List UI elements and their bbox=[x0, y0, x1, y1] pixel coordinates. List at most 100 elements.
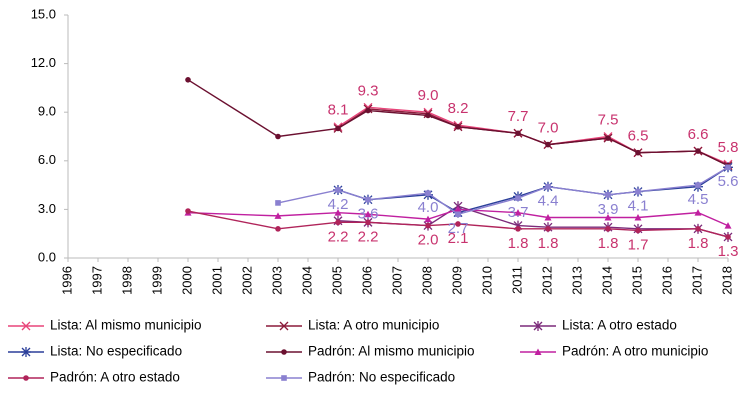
marker bbox=[454, 205, 462, 213]
y-tick-label: 3.0 bbox=[38, 201, 56, 216]
x-tick-label: 2011 bbox=[509, 266, 524, 294]
data-label: 2.1 bbox=[448, 230, 469, 247]
marker bbox=[364, 210, 372, 218]
x-tick-label: 2004 bbox=[299, 266, 314, 295]
legend-label: Lista: A otro municipio bbox=[308, 318, 439, 333]
marker-dot bbox=[335, 219, 341, 226]
marker bbox=[605, 135, 611, 141]
marker-stroke bbox=[21, 321, 31, 331]
marker-dot bbox=[695, 226, 701, 232]
marker bbox=[515, 195, 521, 201]
marker bbox=[533, 321, 543, 331]
marker bbox=[695, 226, 701, 232]
x-tick-label: 2007 bbox=[389, 266, 404, 295]
data-label: 3.6 bbox=[358, 206, 379, 223]
marker-dot bbox=[605, 226, 611, 232]
marker bbox=[725, 164, 731, 171]
marker-triangle bbox=[724, 222, 732, 229]
data-label: 1.8 bbox=[598, 235, 619, 252]
data-label: 7.5 bbox=[598, 111, 619, 128]
marker-dot bbox=[425, 222, 431, 229]
marker-square bbox=[281, 375, 287, 381]
legend-item: Padrón: A otro municipio bbox=[520, 344, 708, 359]
data-label: 4.0 bbox=[418, 199, 439, 216]
legend-item: Padrón: No especificado bbox=[266, 370, 455, 385]
marker bbox=[365, 219, 371, 226]
marker bbox=[635, 149, 641, 156]
marker-square bbox=[605, 192, 611, 198]
x-tick-label: 1997 bbox=[89, 266, 104, 295]
y-tick-label: 6.0 bbox=[38, 152, 56, 167]
x-tick-label: 2006 bbox=[359, 266, 374, 295]
marker-dot bbox=[455, 221, 461, 227]
legend-label: Padrón: A otro estado bbox=[50, 370, 180, 385]
x-tick-label: 2014 bbox=[599, 266, 614, 295]
marker bbox=[605, 192, 611, 198]
marker-dot bbox=[275, 133, 281, 140]
marker-dot bbox=[335, 125, 341, 132]
marker bbox=[335, 125, 341, 132]
marker bbox=[455, 123, 461, 130]
marker bbox=[21, 347, 31, 357]
data-label: 7.0 bbox=[538, 120, 559, 137]
marker bbox=[455, 221, 461, 227]
marker bbox=[605, 226, 611, 232]
marker-triangle bbox=[514, 209, 522, 216]
marker bbox=[635, 227, 641, 234]
data-label: 5.8 bbox=[718, 139, 739, 156]
marker-dot bbox=[185, 208, 191, 214]
marker-dot bbox=[185, 77, 191, 83]
data-label: 3.7 bbox=[508, 204, 529, 221]
x-tick-label: 1996 bbox=[59, 266, 74, 295]
x-tick-label: 2017 bbox=[689, 266, 704, 295]
data-label: 5.6 bbox=[718, 173, 739, 190]
marker-triangle bbox=[694, 209, 702, 216]
legend-item: Lista: A otro estado bbox=[520, 318, 677, 333]
marker bbox=[21, 321, 31, 331]
marker bbox=[634, 214, 642, 221]
legend-item: Lista: A otro municipio bbox=[266, 318, 439, 333]
series-line bbox=[187, 208, 729, 227]
marker-square bbox=[335, 187, 341, 193]
data-label: 4.5 bbox=[688, 191, 709, 208]
marker-dot bbox=[725, 234, 731, 240]
marker bbox=[281, 375, 287, 381]
marker-triangle bbox=[274, 212, 282, 219]
marker-stroke bbox=[279, 321, 289, 331]
marker bbox=[365, 107, 371, 114]
data-label: 4.2 bbox=[328, 196, 349, 213]
x-tick-label: 2012 bbox=[539, 266, 554, 295]
marker-dot bbox=[605, 135, 611, 141]
marker bbox=[694, 209, 702, 216]
data-label: 9.3 bbox=[358, 82, 379, 99]
marker-square bbox=[425, 190, 431, 196]
marker bbox=[425, 222, 431, 229]
marker-triangle bbox=[544, 214, 552, 221]
x-tick-label: 1999 bbox=[149, 266, 164, 295]
marker bbox=[545, 141, 551, 148]
marker bbox=[424, 215, 432, 223]
marker bbox=[335, 219, 341, 226]
data-label: 1.3 bbox=[718, 243, 739, 260]
marker-square bbox=[365, 196, 371, 203]
marker-square bbox=[275, 200, 281, 206]
x-tick-label: 2005 bbox=[329, 266, 344, 295]
legend-item: Lista: No especificado bbox=[8, 344, 182, 359]
x-tick-label: 2010 bbox=[479, 266, 494, 295]
marker-triangle bbox=[424, 215, 432, 223]
marker bbox=[544, 214, 552, 221]
marker-dot bbox=[545, 141, 551, 148]
marker bbox=[635, 188, 641, 195]
series-line bbox=[337, 106, 729, 165]
marker-dot bbox=[365, 107, 371, 114]
legend-label: Lista: A otro estado bbox=[562, 318, 677, 333]
marker bbox=[425, 112, 431, 119]
marker bbox=[23, 375, 29, 381]
marker bbox=[275, 226, 281, 232]
data-label: 1.8 bbox=[538, 235, 559, 252]
data-label: 7.7 bbox=[508, 108, 529, 125]
legend-label: Padrón: A otro municipio bbox=[562, 344, 708, 359]
data-label: 3.9 bbox=[598, 201, 619, 218]
marker bbox=[425, 190, 431, 196]
